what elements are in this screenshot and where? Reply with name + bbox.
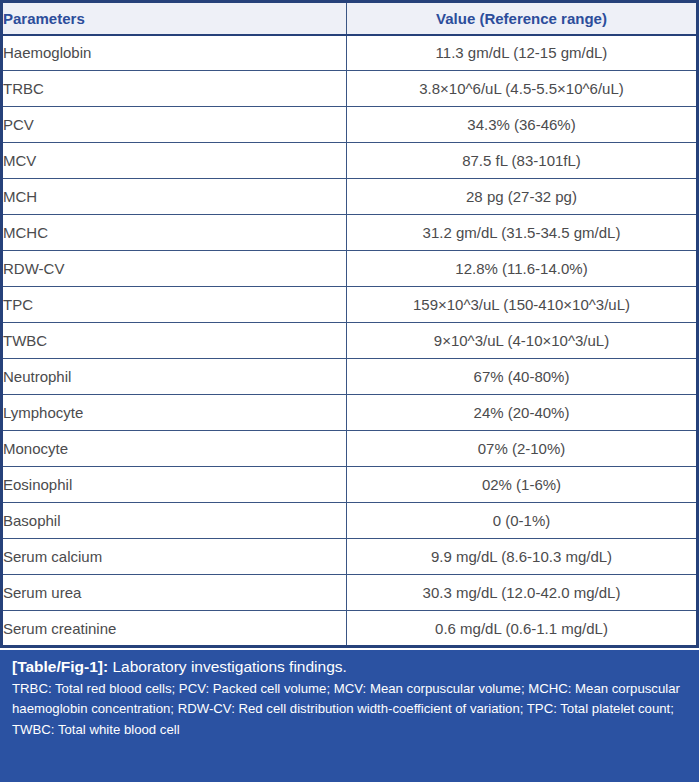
table-row: TRBC3.8×10^6/uL (4.5-5.5×10^6/uL) bbox=[2, 71, 698, 107]
value-cell: 87.5 fL (83-101fL) bbox=[347, 143, 698, 179]
table-row: RDW-CV12.8% (11.6-14.0%) bbox=[2, 251, 698, 287]
value-cell: 24% (20-40%) bbox=[347, 395, 698, 431]
abbreviations-footnote: TRBC: Total red blood cells; PCV: Packed… bbox=[12, 679, 687, 740]
value-cell: 9×10^3/uL (4-10×10^3/uL) bbox=[347, 323, 698, 359]
parameter-cell: Neutrophil bbox=[2, 359, 347, 395]
value-cell: 67% (40-80%) bbox=[347, 359, 698, 395]
table-body: Haemoglobin11.3 gm/dL (12-15 gm/dL)TRBC3… bbox=[2, 35, 698, 647]
value-cell: 0.6 mg/dL (0.6-1.1 mg/dL) bbox=[347, 611, 698, 647]
parameter-cell: Serum calcium bbox=[2, 539, 347, 575]
table-row: MCV87.5 fL (83-101fL) bbox=[2, 143, 698, 179]
value-cell: 31.2 gm/dL (31.5-34.5 gm/dL) bbox=[347, 215, 698, 251]
caption-band: [Table/Fig-1]: Laboratory investigations… bbox=[0, 650, 699, 782]
table-row: PCV34.3% (36-46%) bbox=[2, 107, 698, 143]
parameter-cell: TPC bbox=[2, 287, 347, 323]
table-row: Monocyte07% (2-10%) bbox=[2, 431, 698, 467]
parameter-cell: Serum urea bbox=[2, 575, 347, 611]
table-row: TPC159×10^3/uL (150-410×10^3/uL) bbox=[2, 287, 698, 323]
table-header: Parameters Value (Reference range) bbox=[2, 2, 698, 35]
parameter-cell: PCV bbox=[2, 107, 347, 143]
value-cell: 159×10^3/uL (150-410×10^3/uL) bbox=[347, 287, 698, 323]
parameter-cell: MCV bbox=[2, 143, 347, 179]
parameter-cell: Serum creatinine bbox=[2, 611, 347, 647]
value-cell: 28 pg (27-32 pg) bbox=[347, 179, 698, 215]
header-row: Parameters Value (Reference range) bbox=[2, 2, 698, 35]
parameter-cell: Basophil bbox=[2, 503, 347, 539]
lab-results-table: Parameters Value (Reference range) Haemo… bbox=[0, 0, 699, 648]
table-row: Serum urea30.3 mg/dL (12.0-42.0 mg/dL) bbox=[2, 575, 698, 611]
table-row: TWBC9×10^3/uL (4-10×10^3/uL) bbox=[2, 323, 698, 359]
header-value-reference-range: Value (Reference range) bbox=[347, 2, 698, 35]
value-cell: 9.9 mg/dL (8.6-10.3 mg/dL) bbox=[347, 539, 698, 575]
value-cell: 02% (1-6%) bbox=[347, 467, 698, 503]
value-cell: 34.3% (36-46%) bbox=[347, 107, 698, 143]
value-cell: 3.8×10^6/uL (4.5-5.5×10^6/uL) bbox=[347, 71, 698, 107]
table-row: Eosinophil02% (1-6%) bbox=[2, 467, 698, 503]
table-row: MCH28 pg (27-32 pg) bbox=[2, 179, 698, 215]
parameter-cell: Eosinophil bbox=[2, 467, 347, 503]
value-cell: 11.3 gm/dL (12-15 gm/dL) bbox=[347, 35, 698, 71]
page: Parameters Value (Reference range) Haemo… bbox=[0, 0, 699, 782]
value-cell: 30.3 mg/dL (12.0-42.0 mg/dL) bbox=[347, 575, 698, 611]
table-row: Haemoglobin11.3 gm/dL (12-15 gm/dL) bbox=[2, 35, 698, 71]
parameter-cell: RDW-CV bbox=[2, 251, 347, 287]
parameter-cell: Monocyte bbox=[2, 431, 347, 467]
caption-text: Laboratory investigations findings. bbox=[112, 658, 346, 675]
parameter-cell: TRBC bbox=[2, 71, 347, 107]
value-cell: 0 (0-1%) bbox=[347, 503, 698, 539]
table-row: Neutrophil67% (40-80%) bbox=[2, 359, 698, 395]
table-row: Serum creatinine0.6 mg/dL (0.6-1.1 mg/dL… bbox=[2, 611, 698, 647]
header-parameters: Parameters bbox=[2, 2, 347, 35]
value-cell: 12.8% (11.6-14.0%) bbox=[347, 251, 698, 287]
parameter-cell: Lymphocyte bbox=[2, 395, 347, 431]
parameter-cell: MCHC bbox=[2, 215, 347, 251]
table-row: MCHC31.2 gm/dL (31.5-34.5 gm/dL) bbox=[2, 215, 698, 251]
parameter-cell: TWBC bbox=[2, 323, 347, 359]
parameter-cell: MCH bbox=[2, 179, 347, 215]
parameter-cell: Haemoglobin bbox=[2, 35, 347, 71]
value-cell: 07% (2-10%) bbox=[347, 431, 698, 467]
table-row: Basophil0 (0-1%) bbox=[2, 503, 698, 539]
table-caption: [Table/Fig-1]: Laboratory investigations… bbox=[12, 658, 687, 676]
table-row: Serum calcium9.9 mg/dL (8.6-10.3 mg/dL) bbox=[2, 539, 698, 575]
table-row: Lymphocyte24% (20-40%) bbox=[2, 395, 698, 431]
caption-label: [Table/Fig-1]: bbox=[12, 658, 108, 675]
